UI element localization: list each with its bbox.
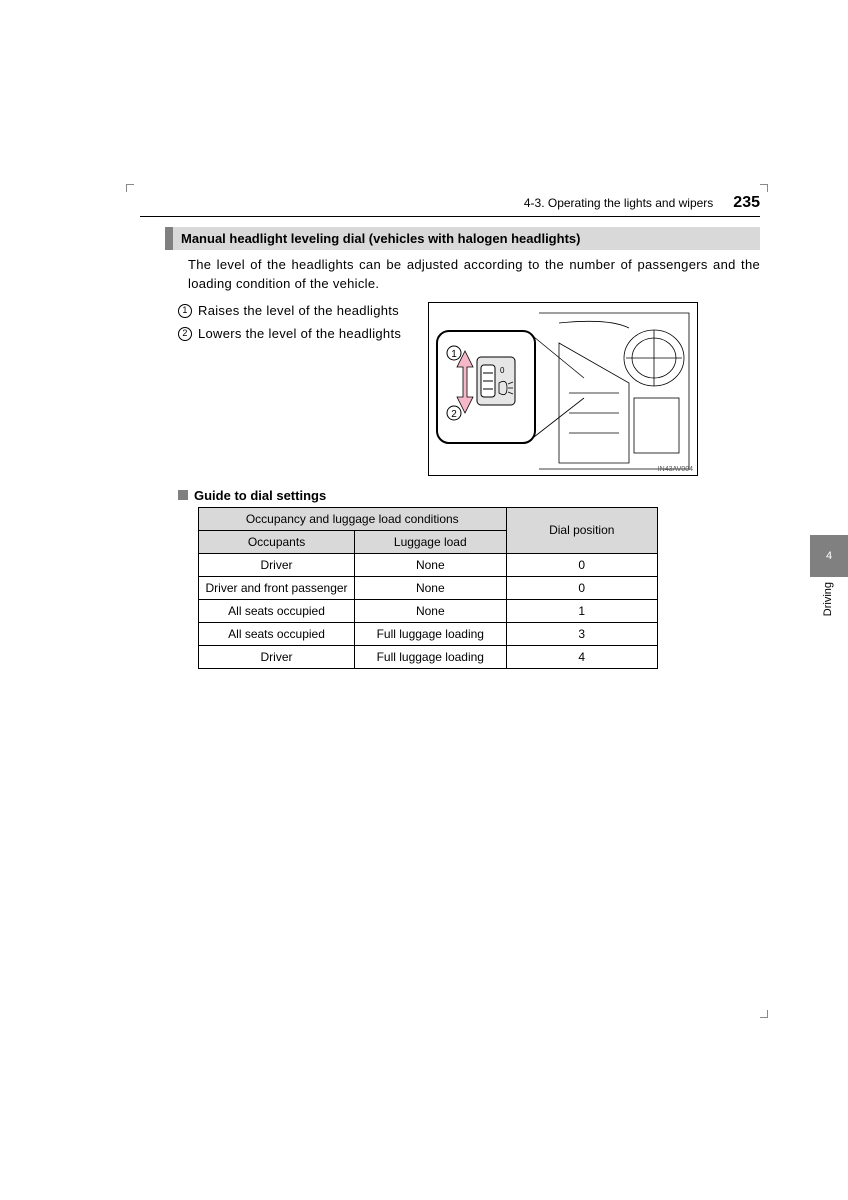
- table-row: DriverNone0: [199, 553, 658, 576]
- table-header-luggage: Luggage load: [355, 530, 506, 553]
- sub-heading: Guide to dial settings: [178, 488, 760, 503]
- table-row: DriverFull luggage loading4: [199, 645, 658, 668]
- dial-settings-table: Occupancy and luggage load conditions Di…: [198, 507, 658, 669]
- chapter-label: Driving: [822, 582, 834, 616]
- table-header-group: Occupancy and luggage load conditions: [199, 507, 507, 530]
- crop-mark-tr: [760, 184, 768, 192]
- intro-paragraph: The level of the headlights can be adjus…: [188, 256, 760, 294]
- page-header: 4-3. Operating the lights and wipers 235: [140, 194, 760, 217]
- sub-heading-text: Guide to dial settings: [194, 488, 326, 503]
- table-body: DriverNone0 Driver and front passengerNo…: [199, 553, 658, 668]
- callout-1: 1: [451, 349, 457, 360]
- square-bullet-icon: [178, 490, 188, 500]
- page-content: 4-3. Operating the lights and wipers 235…: [140, 194, 760, 669]
- illustration: 0 1 2 IN43AV004: [428, 302, 698, 476]
- table-row: Driver and front passengerNone0: [199, 576, 658, 599]
- section-name: 4-3. Operating the lights and wipers: [524, 196, 713, 210]
- section-title: Manual headlight leveling dial (vehicles…: [165, 227, 760, 250]
- table-row: All seats occupiedFull luggage loading3: [199, 622, 658, 645]
- page-number: 235: [733, 194, 760, 212]
- crop-mark-tl: [126, 184, 134, 192]
- callout-2: 2: [451, 409, 457, 420]
- action-list: 1 Raises the level of the head­lights 2 …: [178, 302, 416, 476]
- chapter-tab: 4: [810, 535, 848, 577]
- table-header-occupants: Occupants: [199, 530, 355, 553]
- table-header-dial: Dial position: [506, 507, 657, 553]
- chapter-number: 4: [826, 550, 832, 562]
- list-text: Lowers the level of the head­lights: [198, 325, 401, 344]
- crop-mark-br: [760, 1010, 768, 1018]
- table-row: All seats occupiedNone1: [199, 599, 658, 622]
- dial-diagram-svg: 0 1 2: [429, 303, 697, 475]
- list-item: 2 Lowers the level of the head­lights: [178, 325, 416, 344]
- list-item: 1 Raises the level of the head­lights: [178, 302, 416, 321]
- list-text: Raises the level of the head­lights: [198, 302, 399, 321]
- circled-number-icon: 2: [178, 327, 192, 341]
- dial-value: 0: [500, 366, 505, 375]
- illustration-code: IN43AV004: [658, 466, 693, 473]
- circled-number-icon: 1: [178, 304, 192, 318]
- content-row: 1 Raises the level of the head­lights 2 …: [178, 302, 760, 476]
